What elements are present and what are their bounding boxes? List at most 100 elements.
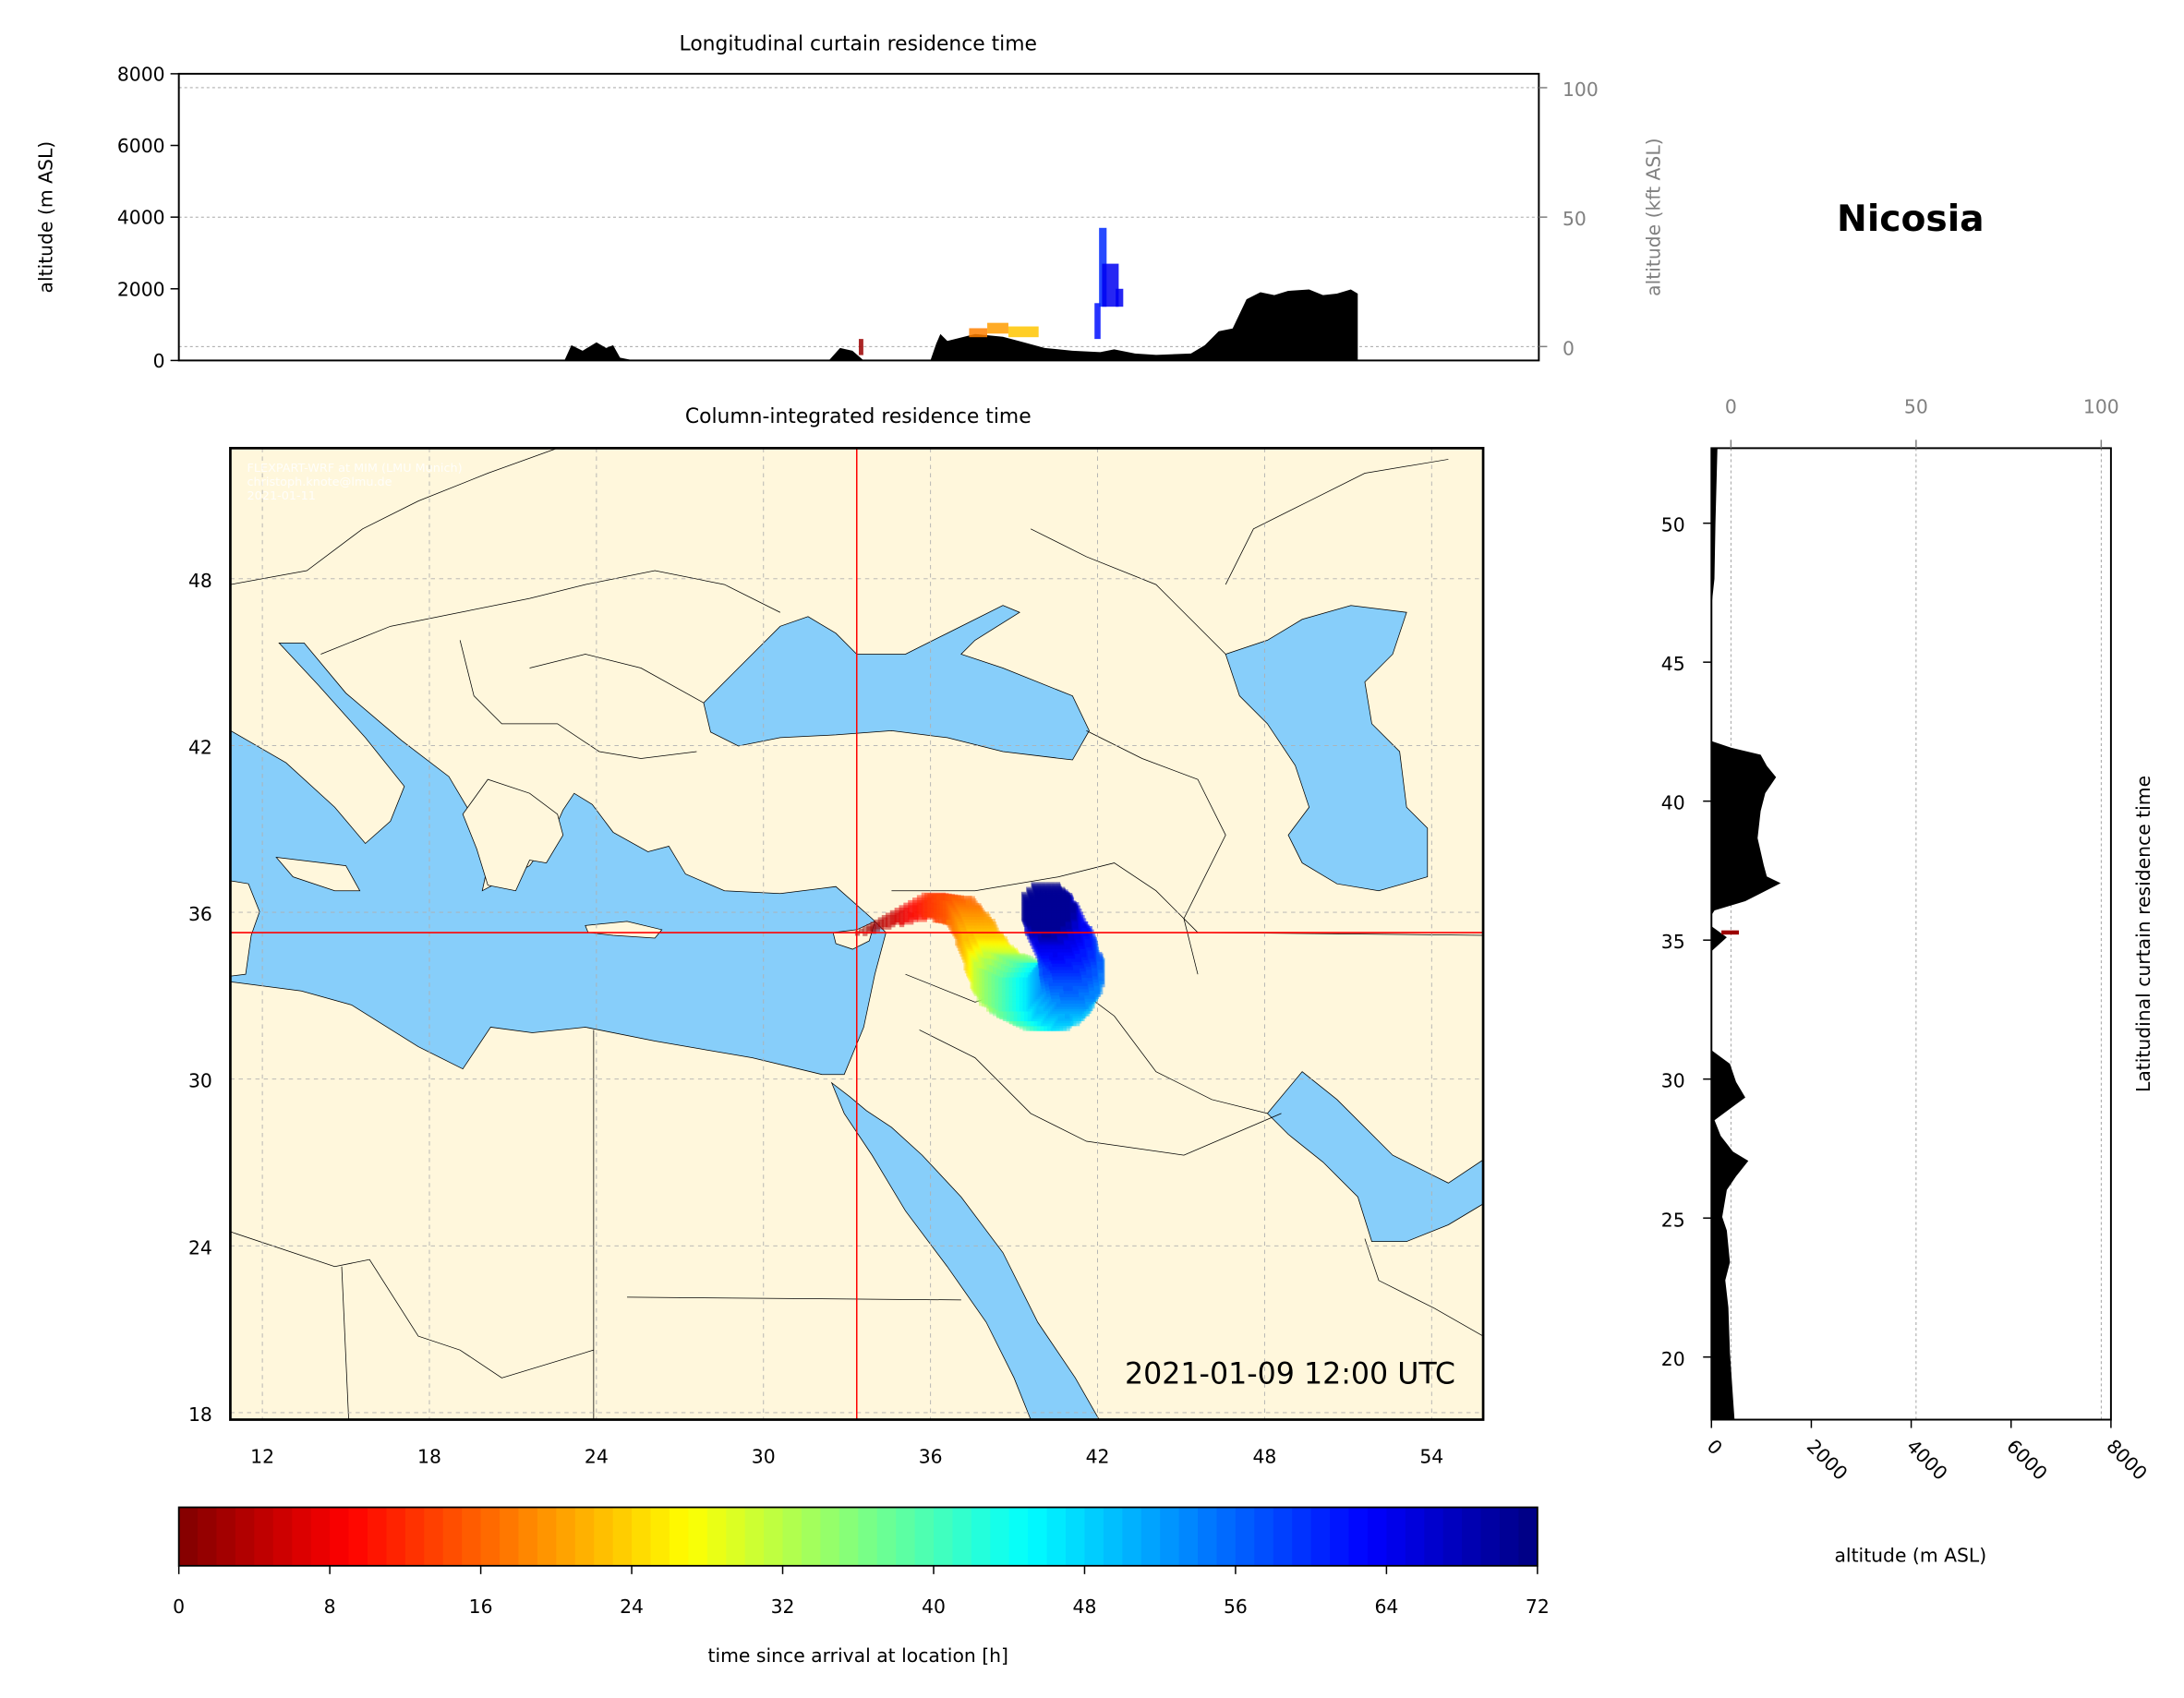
plume-cell [982, 998, 987, 1005]
plume-cell [889, 915, 896, 921]
plume-cell [983, 952, 989, 957]
plume-cell [991, 928, 997, 933]
plume-cell [908, 899, 913, 906]
plume-cell [924, 908, 930, 913]
plume-cell [916, 895, 923, 900]
plume-cell [1008, 968, 1013, 973]
residence-cell [987, 322, 1008, 334]
plume-cell [979, 969, 984, 974]
plume-cell [866, 929, 872, 934]
plume-cell [984, 984, 990, 991]
plume-cell [922, 917, 927, 922]
plume-cell [983, 920, 988, 925]
plume-cell [894, 908, 899, 913]
plume-cell [1037, 1021, 1043, 1027]
plume-cell [986, 928, 992, 933]
plume-cell [890, 922, 896, 928]
plume-cell [1030, 1026, 1035, 1031]
plume-layer [854, 882, 1105, 1031]
plume-cell [1012, 1021, 1019, 1027]
plume-cell [993, 967, 998, 972]
residence-cell [858, 339, 863, 355]
plume-cell [1019, 977, 1025, 982]
plume-cell [1012, 996, 1018, 1002]
plume-cell [1007, 972, 1012, 978]
map-gridlines [230, 448, 1484, 1420]
plume-cell [984, 999, 990, 1005]
location-name: Nicosia [1837, 199, 1985, 240]
mediterranean-sea [230, 643, 887, 1076]
plume-cell [1019, 981, 1025, 988]
residence-cell [1102, 263, 1119, 307]
plume-cell [973, 971, 979, 977]
plume-cell [912, 914, 918, 920]
plume-cell [985, 913, 991, 920]
plume-cell [993, 931, 998, 937]
plume-cell [1035, 1016, 1042, 1022]
plume-cell [995, 990, 1000, 995]
plume-cell [1020, 962, 1025, 969]
plume-cell [982, 983, 987, 990]
plume-cell [903, 907, 909, 913]
plume-cell [998, 987, 1004, 993]
plume-cell [1015, 992, 1021, 997]
plume-cell [979, 973, 984, 979]
plume-cell [881, 914, 887, 921]
plume-cell [1026, 1026, 1032, 1031]
plume-cell [975, 913, 981, 920]
plume-cell [1005, 996, 1010, 1002]
plume-cell [912, 911, 918, 918]
plume-cell [1019, 992, 1025, 997]
plume-cell [987, 977, 994, 982]
plume-cell [1032, 1013, 1038, 1019]
plume-cell [980, 925, 986, 931]
plume-cell [924, 897, 930, 903]
plume-cell [912, 897, 918, 903]
plume-cell [1019, 996, 1025, 1002]
y-tick-label: 4000 [117, 207, 165, 229]
plume-cell [971, 925, 976, 931]
plume-cell [1056, 1023, 1063, 1029]
plume-cell [1006, 958, 1011, 965]
plume-cell [1075, 1021, 1080, 1027]
plume-cell [994, 934, 999, 940]
plume-cell [978, 920, 983, 925]
plume-cell [966, 925, 971, 931]
plume-cell [1005, 992, 1010, 997]
plume-cell [971, 913, 976, 920]
plume-cell [1020, 1021, 1025, 1027]
plume-cell [994, 954, 999, 959]
plume-cell [962, 938, 968, 944]
top-ylabel: altitude (m ASL) [34, 141, 56, 294]
plume-cell [964, 922, 971, 928]
plume-cell [1019, 987, 1025, 993]
plume-cell [916, 909, 923, 915]
plume-cell [912, 902, 918, 908]
plume-cell [988, 958, 995, 964]
plume-cell [999, 1014, 1005, 1020]
plume-cell [1015, 1001, 1021, 1007]
plume-cell [947, 896, 953, 901]
plume-cell [1039, 1011, 1044, 1017]
plume-cell [965, 899, 971, 906]
plume-cell [994, 927, 999, 933]
plume-cell [991, 921, 997, 927]
plume-cell [903, 917, 909, 922]
plume-cell [863, 931, 868, 936]
plume-cell [936, 904, 942, 909]
plume-cell [967, 916, 972, 922]
plume-cell [983, 922, 990, 928]
plume-cell [908, 914, 913, 920]
plume-cell [1012, 1006, 1018, 1012]
plume-cell [1022, 1026, 1028, 1031]
plume-cell [1016, 962, 1022, 969]
plume-cell [982, 928, 987, 933]
plume-cell [881, 920, 887, 925]
plume-cell [990, 925, 995, 931]
plume-cell [1012, 981, 1018, 988]
plume-cell [903, 912, 909, 918]
plume-cell [908, 905, 913, 910]
plume-cell [1028, 1004, 1033, 1009]
plume-cell [1005, 981, 1010, 988]
